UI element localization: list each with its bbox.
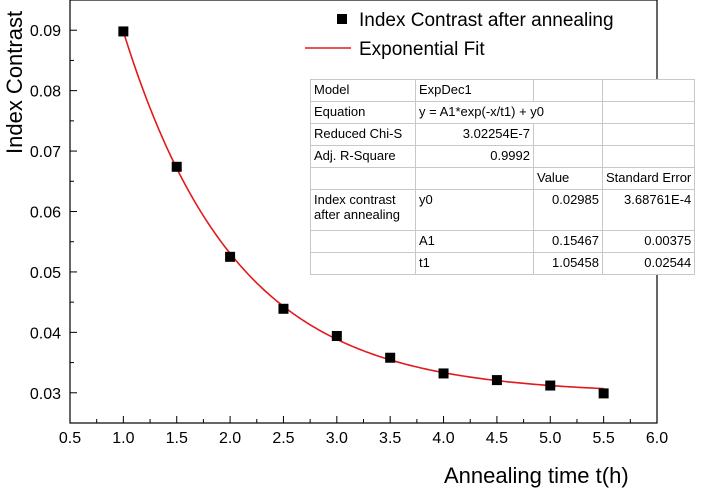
x-tick-label: 3.0	[326, 430, 348, 447]
table-row: t1 1.05458 0.02544	[310, 252, 696, 275]
y-tick-label: 0.03	[30, 386, 61, 403]
equation-value: y = A1*exp(-x/t1) + y0	[415, 101, 603, 124]
y-tick-label: 0.08	[30, 84, 61, 101]
col-header-value: Value	[533, 167, 603, 190]
legend: Index Contrast after annealing Exponenti…	[305, 10, 614, 60]
y-tick-label: 0.05	[30, 265, 61, 282]
data-point	[118, 26, 129, 37]
legend-label-data: Index Contrast after annealing	[359, 10, 614, 31]
x-tick-label: 3.5	[379, 430, 401, 447]
param-error: 0.00375	[601, 230, 696, 253]
y-tick-labels: 0.03 0.04 0.05 0.06 0.07 0.08 0.09	[30, 23, 61, 403]
table-row: Value Standard Error	[310, 167, 696, 190]
fit-layer	[122, 31, 604, 390]
chi-value: 3.02254E-7	[415, 123, 534, 146]
table-row: Adj. R-Square 0.9992	[310, 145, 696, 168]
table-row: A1 0.15467 0.00375	[310, 230, 696, 253]
x-tick-label: 5.0	[539, 430, 561, 447]
y-tick-label: 0.07	[30, 144, 61, 161]
param-name: y0	[415, 189, 534, 231]
legend-label-fit: Exponential Fit	[359, 39, 485, 60]
table-row: Model ExpDec1	[310, 79, 696, 102]
model-label: Model	[310, 79, 416, 102]
col-header-error: Standard Error	[601, 167, 696, 190]
x-tick-label: 4.5	[486, 430, 508, 447]
group-label: Index contrast after annealing	[310, 189, 416, 231]
data-point	[385, 352, 396, 363]
data-point	[171, 161, 182, 172]
data-point	[331, 330, 342, 341]
equation-label: Equation	[310, 101, 416, 124]
fit-curve	[122, 31, 604, 390]
x-tick-label: 1.5	[166, 430, 188, 447]
x-tick-label: 0.5	[59, 430, 81, 447]
y-tick-label: 0.09	[30, 23, 61, 40]
param-name: A1	[415, 230, 534, 253]
param-value: 1.05458	[533, 252, 603, 275]
data-point	[438, 368, 449, 379]
y-tick-label: 0.06	[30, 205, 61, 222]
points-layer	[118, 26, 609, 399]
table-row: Index contrast after annealing y0 0.0298…	[310, 189, 696, 231]
param-error: 0.02544	[601, 252, 696, 275]
data-point	[598, 388, 609, 399]
x-tick-label: 6.0	[646, 430, 668, 447]
param-value: 0.02985	[533, 189, 603, 231]
x-tick-label: 5.5	[593, 430, 615, 447]
x-axis-title: Annealing time t(h)	[444, 463, 629, 488]
x-tick-label: 4.0	[432, 430, 454, 447]
param-error: 3.68761E-4	[601, 189, 696, 231]
data-point	[491, 375, 502, 386]
y-axis-title: Index Contrast	[2, 11, 27, 154]
table-row: Reduced Chi-S 3.02254E-7	[310, 123, 696, 146]
model-value: ExpDec1	[415, 79, 534, 102]
fit-results-table: Model ExpDec1 Equation y = A1*exp(-x/t1)…	[310, 79, 696, 275]
chi-label: Reduced Chi-S	[310, 123, 416, 146]
x-tick-label: 1.0	[112, 430, 134, 447]
param-value: 0.15467	[533, 230, 603, 253]
x-tick-label: 2.5	[272, 430, 294, 447]
param-name: t1	[415, 252, 534, 275]
x-tick-label: 2.0	[219, 430, 241, 447]
y-tick-label: 0.04	[30, 325, 61, 342]
x-tick-labels: 0.5 1.0 1.5 2.0 2.5 3.0 3.5 4.0 4.5 5.0 5.5 6.0	[59, 430, 668, 447]
data-point	[278, 303, 289, 314]
r2-label: Adj. R-Square	[310, 145, 416, 168]
data-point	[225, 251, 236, 262]
r2-value: 0.9992	[415, 145, 534, 168]
legend-square-marker	[337, 14, 347, 24]
table-row: Equation y = A1*exp(-x/t1) + y0	[310, 101, 696, 124]
data-point	[545, 380, 556, 391]
